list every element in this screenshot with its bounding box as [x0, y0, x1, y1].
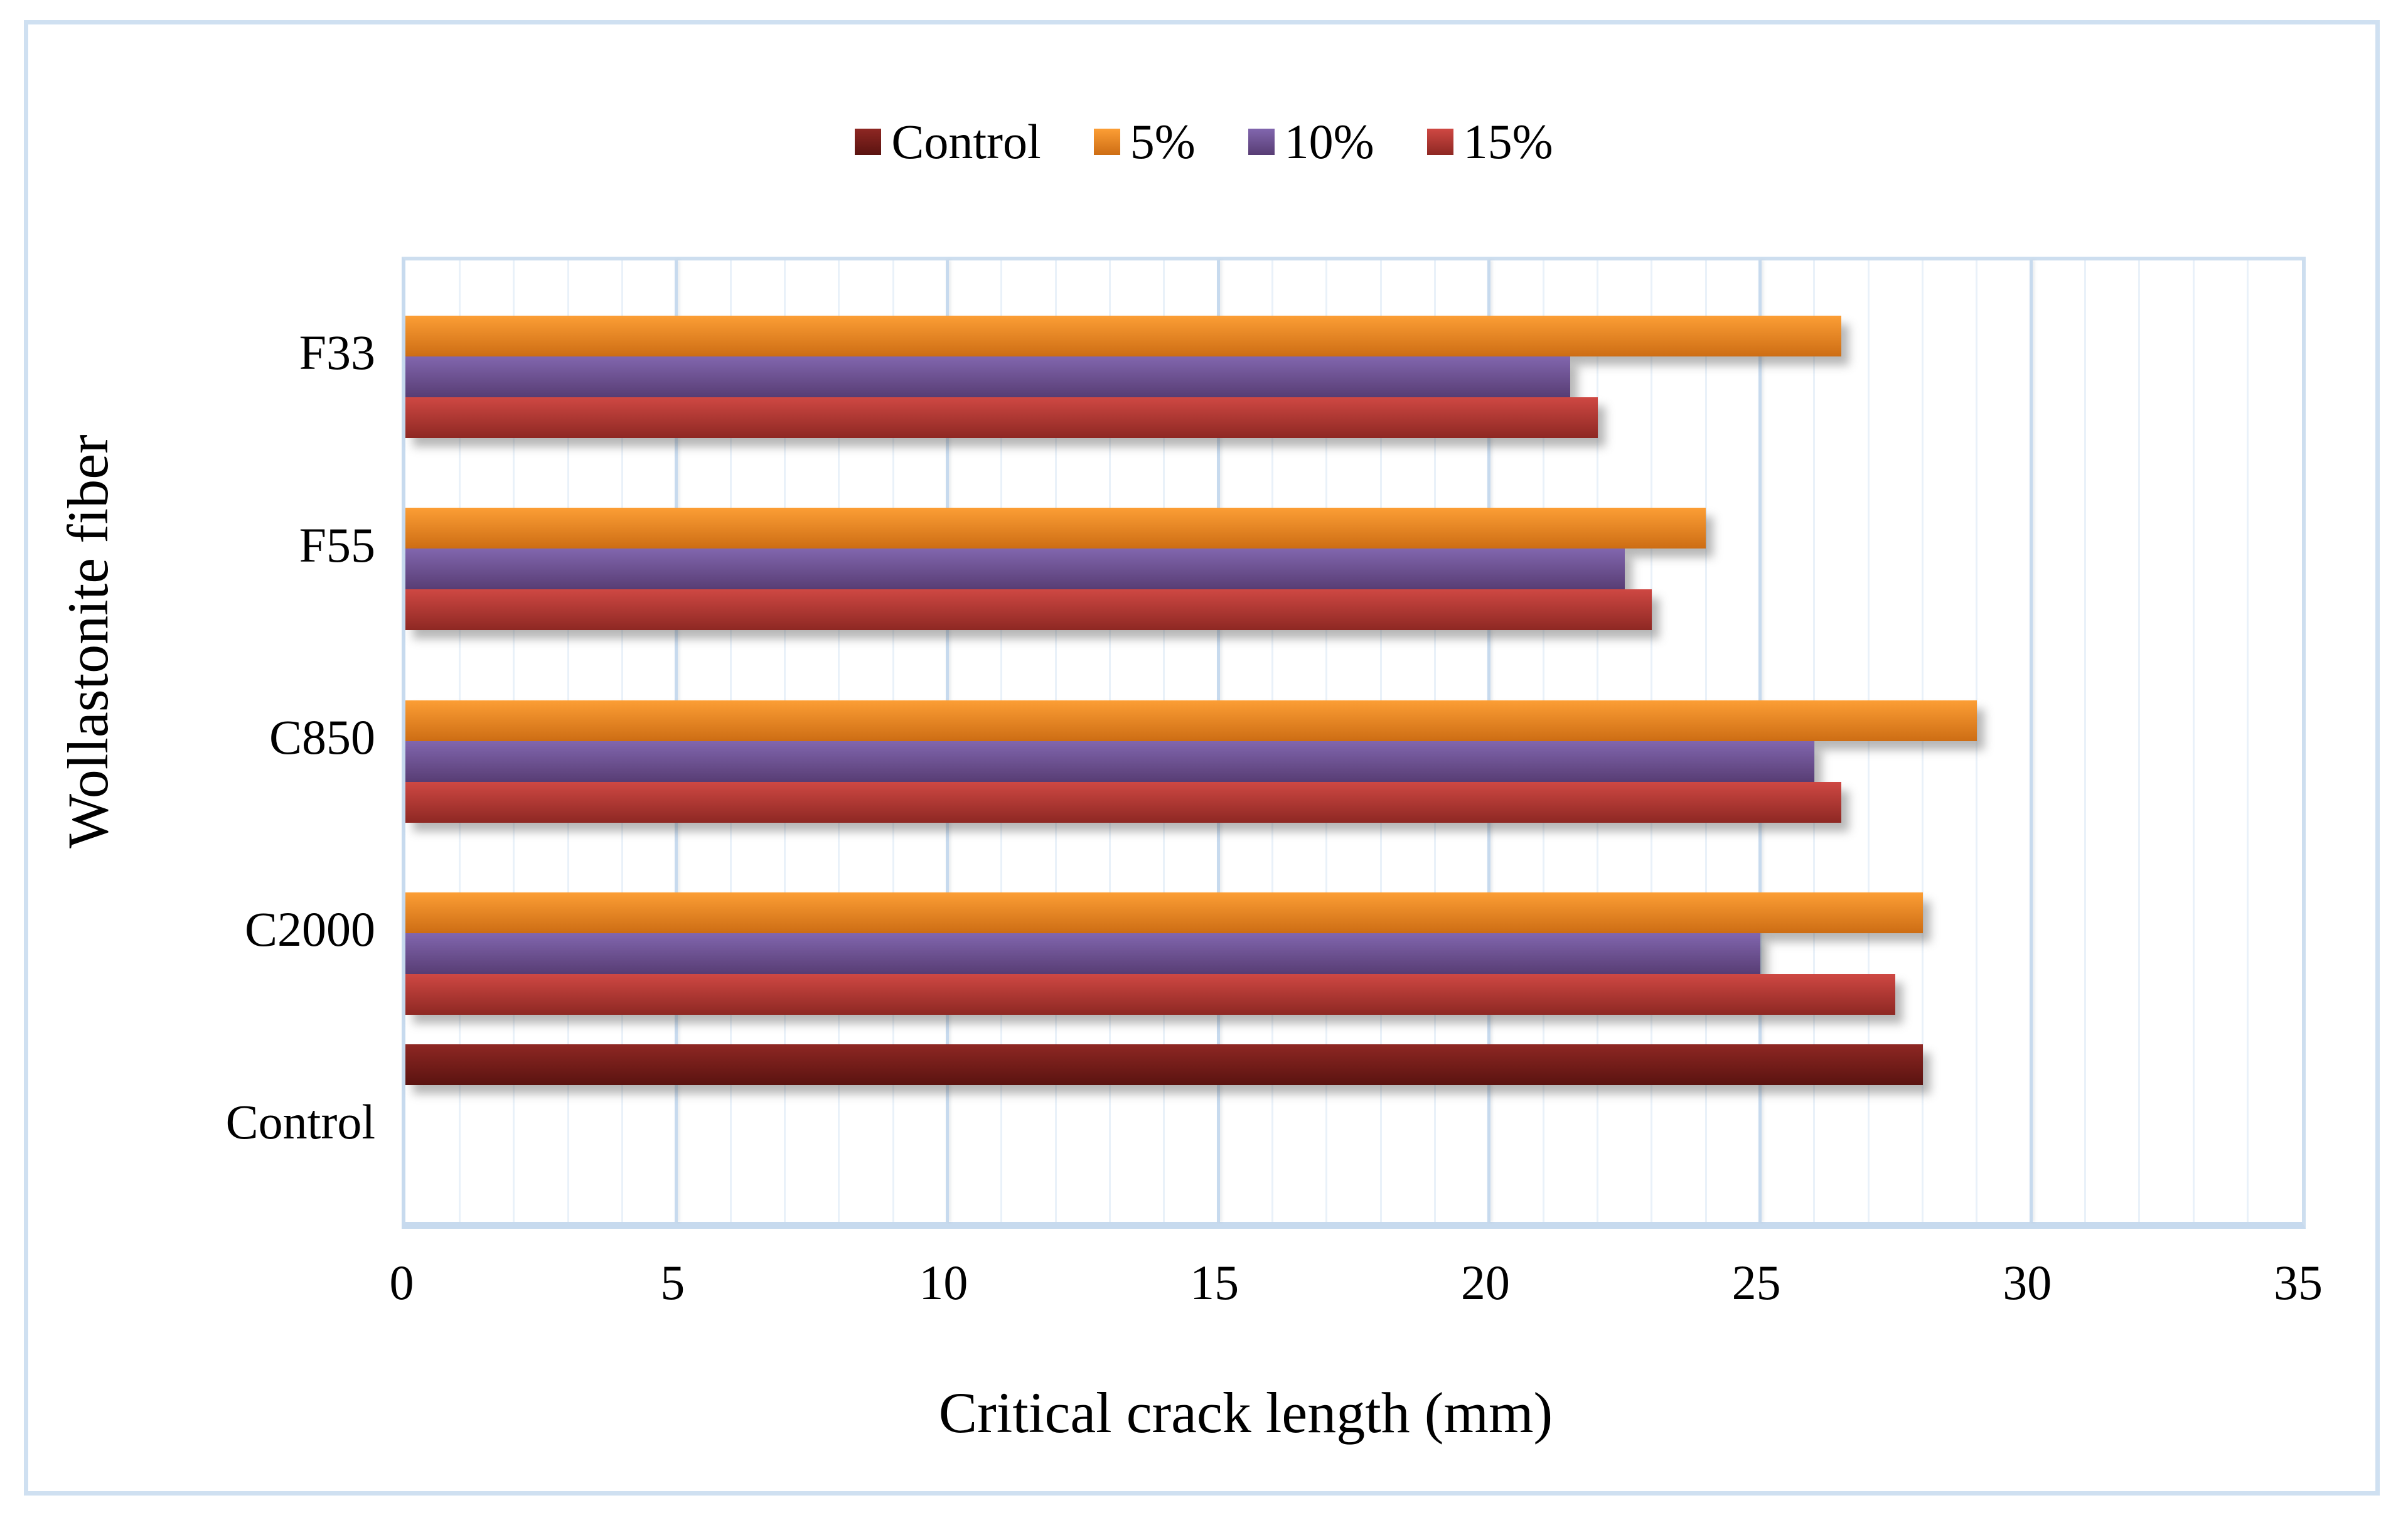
legend-item-10%: 10%	[1248, 112, 1374, 172]
legend-item-5%: 5%	[1093, 112, 1196, 172]
legend-item-Control: Control	[855, 112, 1041, 172]
category-label-C850: C850	[269, 710, 375, 764]
bar-C850-10%	[405, 741, 1814, 782]
minor-gridline	[2192, 260, 2195, 1222]
plot-area	[402, 257, 2306, 1229]
bar-Control-Control	[405, 1044, 1923, 1085]
x-tick-label-10: 10	[919, 1255, 968, 1310]
legend-item-15%: 15%	[1426, 112, 1553, 172]
legend-label: 10%	[1284, 114, 1374, 169]
x-tick-label-30: 30	[2003, 1255, 2052, 1310]
category-label-F33: F33	[299, 325, 375, 380]
minor-gridline	[1922, 260, 1924, 1222]
minor-gridline	[1867, 260, 1870, 1222]
minor-gridline	[2084, 260, 2087, 1222]
x-axis-title: Critical crack length (mm)	[938, 1381, 1553, 1445]
y-axis-title-text: Wollastonite fiber	[56, 434, 120, 848]
bar-C2000-15%	[405, 974, 1896, 1015]
legend-swatch-icon	[855, 129, 882, 155]
legend-label: 15%	[1463, 114, 1553, 169]
bar-F55-5%	[405, 508, 1706, 549]
minor-gridline	[1813, 260, 1816, 1222]
bar-C2000-10%	[405, 933, 1760, 975]
bar-F33-5%	[405, 316, 1842, 356]
category-label-Control: Control	[225, 1094, 375, 1149]
legend-label: 5%	[1130, 114, 1196, 169]
minor-gridline	[2247, 260, 2249, 1222]
legend: Control 5% 10% 15%	[0, 112, 2408, 172]
x-tick-label-15: 15	[1190, 1255, 1239, 1310]
minor-gridline	[2138, 260, 2141, 1222]
bar-F33-15%	[405, 397, 1598, 438]
legend-label: Control	[891, 114, 1041, 169]
bar-C2000-5%	[405, 892, 1923, 934]
bar-C850-15%	[405, 781, 1842, 823]
legend-swatch-icon	[1248, 129, 1275, 155]
x-tick-label-35: 35	[2274, 1255, 2323, 1310]
bar-C850-5%	[405, 700, 1977, 741]
category-label-F55: F55	[299, 517, 375, 572]
x-tick-label-5: 5	[660, 1255, 685, 1310]
legend-swatch-icon	[1426, 129, 1453, 155]
x-tick-label-20: 20	[1460, 1255, 1510, 1310]
x-tick-label-25: 25	[1731, 1255, 1781, 1310]
bar-F55-15%	[405, 589, 1652, 631]
minor-gridline	[1976, 260, 1978, 1222]
bar-F55-10%	[405, 549, 1625, 590]
major-gridline	[2029, 260, 2033, 1222]
legend-swatch-icon	[1093, 129, 1120, 155]
bar-F33-10%	[405, 356, 1571, 397]
category-label-C2000: C2000	[244, 902, 375, 957]
x-tick-label-0: 0	[389, 1255, 414, 1310]
